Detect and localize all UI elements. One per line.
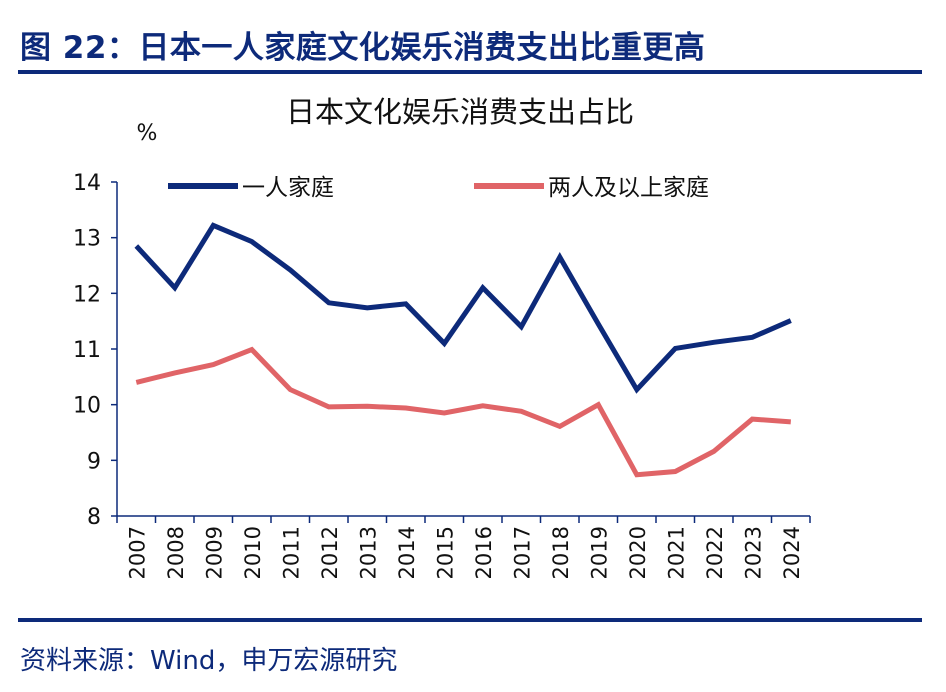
- figure-title: 图 22：日本一人家庭文化娱乐消费支出比重更高: [20, 22, 705, 67]
- chart-axes: 8 9 10 11 12 13 14 2007 2008 2009 2010 2011 2012 2013…: [73, 171, 810, 579]
- y-tick-label: 13: [73, 227, 101, 252]
- x-tick-label: 2007: [125, 526, 149, 579]
- legend-label-2: 两人及以上家庭: [548, 175, 709, 201]
- x-tick-label: 2017: [510, 526, 534, 579]
- x-tick-label: 2014: [395, 526, 419, 579]
- x-tick-label: 2011: [279, 526, 303, 579]
- x-tick-label: 2009: [202, 526, 226, 579]
- chart-series: [136, 225, 791, 475]
- chart-area: 日本文化娱乐消费支出占比 % 一人家庭 两人及以上家庭 8 9 10 11 12 13 14 2…: [0, 74, 946, 614]
- x-tick-label: 2016: [472, 526, 496, 579]
- x-tick-label: 2018: [549, 526, 573, 579]
- y-tick-label: 8: [87, 505, 101, 530]
- x-tick-label: 2013: [356, 526, 380, 579]
- x-tick-label: 2015: [433, 526, 457, 579]
- figure-footer: 资料来源：Wind，申万宏源研究: [18, 618, 922, 692]
- x-tick-label: 2023: [741, 526, 765, 579]
- x-tick-label: 2012: [318, 526, 342, 579]
- legend-label-1: 一人家庭: [242, 175, 334, 201]
- line-chart: 日本文化娱乐消费支出占比 % 一人家庭 两人及以上家庭 8 9 10 11 12 13 14 2…: [0, 74, 946, 614]
- y-tick-label: 10: [73, 394, 101, 419]
- x-tick-label: 2022: [703, 526, 727, 579]
- source-note: 资料来源：Wind，申万宏源研究: [20, 640, 397, 677]
- y-tick-label: 11: [73, 338, 101, 363]
- x-tick-label: 2024: [780, 526, 804, 579]
- figure-header: 图 22：日本一人家庭文化娱乐消费支出比重更高: [18, 10, 922, 74]
- chart-legend: 一人家庭 两人及以上家庭: [168, 175, 709, 201]
- x-tick-label: 2019: [587, 526, 611, 579]
- x-tick-label: 2021: [664, 526, 688, 579]
- series-line-1: [136, 225, 791, 389]
- x-tick-label: 2010: [241, 526, 265, 579]
- series-line-2: [136, 350, 791, 475]
- x-tick-label: 2008: [164, 526, 188, 579]
- y-tick-label: 14: [73, 171, 101, 196]
- chart-title: 日本文化娱乐消费支出占比: [286, 95, 634, 129]
- x-tick-label: 2020: [626, 526, 650, 579]
- y-axis-unit-label: %: [137, 121, 158, 146]
- y-tick-label: 9: [87, 449, 101, 474]
- y-tick-label: 12: [73, 282, 101, 307]
